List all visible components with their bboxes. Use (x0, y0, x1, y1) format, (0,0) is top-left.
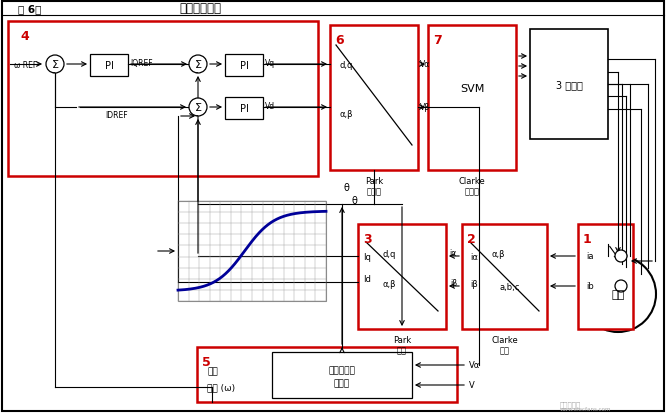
Text: PI: PI (105, 61, 113, 71)
Text: Park: Park (393, 335, 411, 344)
Text: ω REF: ω REF (14, 60, 37, 69)
Text: θ: θ (351, 195, 357, 206)
Bar (90, 55, 128, 77)
Text: Id: Id (363, 274, 371, 283)
Text: SVM: SVM (460, 83, 484, 93)
Text: d,q: d,q (383, 249, 396, 259)
Text: 1: 1 (583, 233, 592, 245)
Text: 位置: 位置 (207, 367, 218, 375)
Text: 3: 3 (363, 233, 372, 245)
Text: 电子发烧友: 电子发烧友 (560, 401, 581, 407)
Bar (272, 352, 412, 398)
Bar (428, 26, 516, 171)
Text: Park: Park (365, 177, 383, 185)
Text: V: V (469, 380, 475, 389)
Text: -: - (194, 67, 198, 77)
Text: www.elecfans.com: www.elecfans.com (560, 406, 611, 411)
Text: Clarke: Clarke (491, 335, 518, 344)
Text: 7: 7 (433, 34, 442, 47)
Text: 变换: 变换 (500, 345, 509, 354)
Circle shape (615, 250, 627, 262)
Text: 2: 2 (467, 233, 476, 245)
Text: Σ: Σ (194, 103, 202, 113)
Text: 4: 4 (20, 30, 29, 43)
Circle shape (189, 99, 207, 117)
Text: iα: iα (450, 248, 457, 257)
Text: ib: ib (586, 282, 594, 291)
Circle shape (189, 56, 207, 74)
Text: α,β: α,β (383, 279, 396, 288)
Text: Clarke: Clarke (459, 177, 486, 185)
Text: d,q: d,q (340, 61, 354, 70)
Text: Iq: Iq (363, 252, 371, 261)
Text: 矢量控制框图: 矢量控制框图 (179, 2, 221, 15)
Text: -: - (51, 67, 55, 77)
Bar (530, 30, 608, 140)
Bar (145, 195, 315, 314)
Text: PI: PI (240, 61, 248, 71)
Text: 位置和速度: 位置和速度 (328, 366, 356, 375)
Text: 6: 6 (335, 34, 344, 47)
Text: 图 6：: 图 6： (18, 4, 41, 14)
Text: 5: 5 (202, 355, 210, 368)
Circle shape (580, 256, 656, 332)
Bar (178, 202, 326, 301)
Text: ia: ia (586, 252, 593, 261)
Bar (225, 55, 263, 77)
Text: θ: θ (344, 183, 350, 192)
Bar (197, 347, 457, 402)
Text: a,b,c: a,b,c (500, 282, 520, 291)
Bar (462, 224, 547, 329)
Text: iβ: iβ (470, 279, 478, 288)
Text: 估算器: 估算器 (334, 379, 350, 387)
Text: 电机: 电机 (611, 289, 625, 299)
Bar (578, 224, 633, 329)
Text: Vα: Vα (469, 361, 480, 370)
Bar (358, 224, 446, 329)
Bar (225, 98, 263, 120)
Text: Σ: Σ (51, 60, 59, 70)
Circle shape (615, 280, 627, 292)
Text: 逆变换: 逆变换 (366, 187, 382, 195)
Text: PI: PI (240, 104, 248, 114)
Text: Vd: Vd (265, 102, 275, 111)
Text: 速度 (ω): 速度 (ω) (207, 382, 235, 392)
Text: 逆变换: 逆变换 (464, 187, 480, 195)
Text: Σ: Σ (194, 60, 202, 70)
Bar (330, 26, 418, 171)
Text: -: - (194, 110, 198, 120)
Text: IQREF: IQREF (130, 59, 153, 68)
Text: Vβ: Vβ (420, 103, 430, 112)
Text: α,β: α,β (340, 110, 354, 119)
Bar (8, 22, 318, 177)
Text: 变换: 变换 (397, 345, 407, 354)
Text: Vq: Vq (265, 59, 275, 68)
Text: 3 相电桥: 3 相电桥 (555, 80, 583, 90)
Text: iβ: iβ (450, 278, 457, 287)
Text: IDREF: IDREF (105, 111, 128, 120)
Circle shape (46, 56, 64, 74)
Text: iα: iα (470, 252, 478, 261)
Text: Vα: Vα (420, 60, 430, 69)
Text: α,β: α,β (492, 249, 505, 259)
